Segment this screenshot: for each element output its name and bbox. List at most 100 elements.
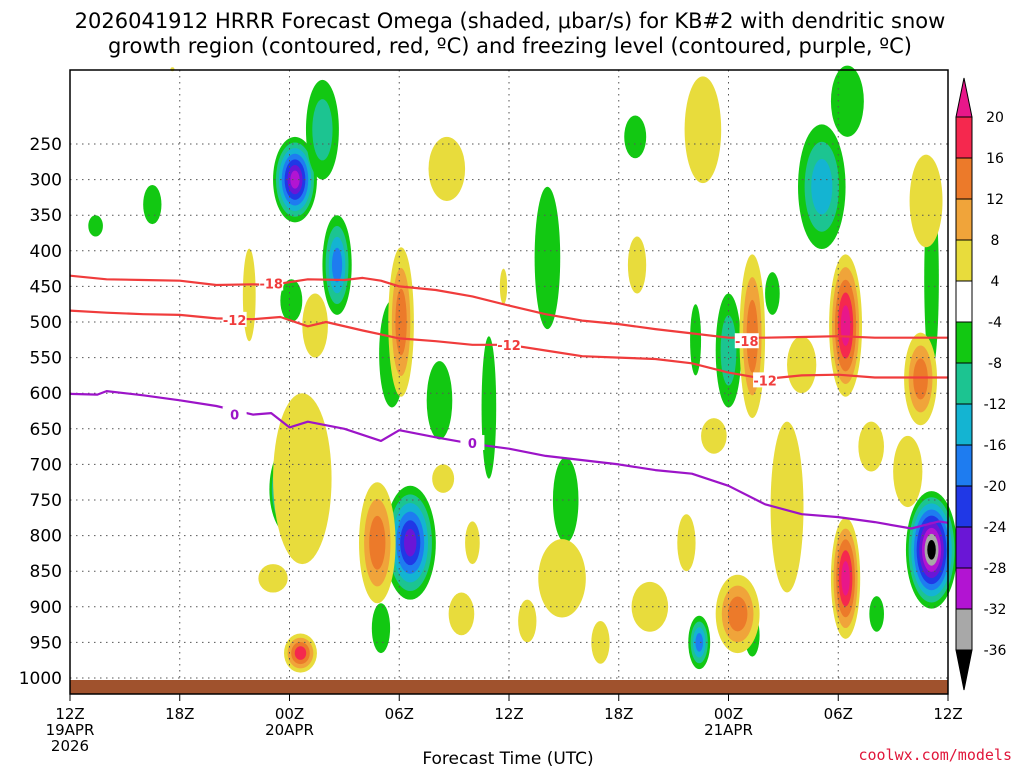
- omega-level-pos4: [499, 268, 508, 305]
- omega-level-neg4: [765, 272, 780, 315]
- omega-cell: [384, 485, 436, 600]
- colorbar-segment: [955, 526, 973, 569]
- omega-level-pos4: [893, 435, 923, 508]
- dgz-lower-minus12-label: -12: [223, 314, 247, 329]
- y-axis: 250 300 350 400 450 500 550 600 650 700 750 800 850 9…: [19, 135, 62, 689]
- colorbar-label: -12: [984, 397, 1007, 413]
- x-tick-label: 18Z: [165, 705, 194, 723]
- colorbar-label: 16: [986, 151, 1004, 167]
- dgz-upper-minus18-line: [69, 274, 948, 339]
- colorbar-segment: [955, 321, 973, 364]
- omega-cell: [684, 76, 722, 184]
- dgz-upper-minus18-label: -18: [735, 335, 759, 350]
- omega-level-neg4: [280, 279, 303, 323]
- contour-label-bg: [222, 311, 247, 327]
- y-tick-label: 350: [30, 206, 62, 226]
- x-axis-label: Forecast Time (UTC): [422, 749, 593, 768]
- omega-level-pos20: [841, 561, 850, 596]
- omega-cell: [359, 482, 396, 604]
- omega-level-neg16: [331, 247, 343, 283]
- x-tick-label: 20APR: [265, 721, 314, 739]
- omega-cell: [909, 154, 943, 248]
- contour-label-bg: [259, 275, 284, 291]
- contour-label-bg: [734, 333, 759, 349]
- omega-level-neg4: [371, 603, 391, 654]
- colorbar-label: -24: [984, 520, 1007, 536]
- omega-level-neg4: [552, 457, 579, 543]
- x-tick-label: 06Z: [385, 705, 414, 723]
- colorbar-segment: [955, 485, 973, 528]
- omega-cell: [627, 236, 647, 294]
- dgz-lower-minus12-label: -12: [753, 374, 777, 389]
- omega-level-pos4: [518, 599, 537, 643]
- y-tick-label: 750: [30, 491, 62, 511]
- omega-level-pos4: [432, 464, 455, 493]
- omega-level-neg8: [720, 315, 737, 386]
- omega-level-pos4: [627, 236, 647, 294]
- x-tick-label: 00Z: [275, 705, 304, 723]
- omega-cell: [905, 491, 958, 609]
- omega-level-neg12: [811, 159, 833, 215]
- ground-terrain-band: [70, 680, 948, 694]
- omega-cell: [426, 361, 453, 440]
- omega-cell: [787, 336, 817, 394]
- y-tick-label: 900: [30, 598, 62, 618]
- omega-cell: [481, 336, 497, 479]
- colorbar-top-cap: [955, 77, 973, 118]
- colorbar-label: 4: [991, 274, 1000, 290]
- omega-level-pos4: [631, 581, 669, 632]
- x-tick-label: 06Z: [824, 705, 853, 723]
- omega-level-neg28: [290, 170, 300, 189]
- x-tick-label: 18Z: [604, 705, 633, 723]
- credit-text: coolwx.com/models: [858, 746, 1012, 764]
- omega-level-neg4: [143, 184, 162, 225]
- colorbar-segment: [955, 280, 973, 323]
- omega-level-neg4: [690, 304, 702, 376]
- omega-cell: [534, 186, 561, 330]
- colorbar-label: 12: [986, 192, 1004, 208]
- colorbar-label: -4: [988, 315, 1002, 331]
- chart-title-line-2: growth region (contoured, red, ºC) and f…: [108, 34, 912, 58]
- omega-level-neg4: [830, 65, 864, 137]
- y-tick-label: 1000: [19, 669, 62, 689]
- omega-level-pos4: [858, 421, 884, 472]
- omega-cell: [552, 457, 579, 543]
- x-tick-label: 19APR: [46, 721, 95, 739]
- x-tick-label: 2026: [51, 737, 89, 755]
- y-tick-label: 950: [30, 633, 62, 653]
- colorbar-segment: [955, 116, 973, 159]
- omega-cell: [690, 304, 702, 376]
- omega-cell: [591, 621, 610, 664]
- omega-level-pos12: [727, 596, 748, 632]
- omega-level-pos4: [538, 539, 586, 618]
- omega-cell: [518, 599, 537, 643]
- temperature-contours: -18 -18 -12 -12 -12 0 0: [69, 274, 949, 530]
- omega-level-pos4: [428, 136, 466, 201]
- omega-cell: [858, 421, 884, 472]
- y-tick-label: 700: [30, 455, 62, 475]
- colorbar-segment: [955, 567, 973, 610]
- omega-level-neg8: [312, 99, 333, 161]
- x-tick-label: 00Z: [714, 705, 743, 723]
- contour-label-bg: [222, 406, 247, 422]
- colorbar-label: -8: [988, 356, 1002, 372]
- contour-label-bg: [497, 336, 521, 352]
- omega-cell: [869, 596, 884, 632]
- omega-level-pos4: [258, 564, 288, 593]
- omega-cell: [677, 514, 696, 572]
- omega-level-pos4: [465, 521, 480, 565]
- colorbar-segment: [955, 239, 973, 282]
- colorbar: 20 16 12 8 4 -4 -8 -12 -16 -20 -24 -28 -32 -36: [955, 77, 1007, 691]
- omega-level-neg4: [534, 186, 561, 330]
- colorbar-label: -36: [984, 643, 1007, 659]
- omega-cell: [280, 279, 303, 323]
- contour-label-bg: [753, 372, 778, 388]
- freezing-level-zero-label: 0: [468, 437, 477, 452]
- colorbar-label: -28: [984, 561, 1007, 577]
- chart-title-line-1: 2026041912 HRRR Forecast Omega (shaded, …: [75, 9, 946, 33]
- omega-cell: [715, 574, 760, 654]
- omega-level-neg36: [927, 540, 936, 560]
- colorbar-segment: [955, 403, 973, 446]
